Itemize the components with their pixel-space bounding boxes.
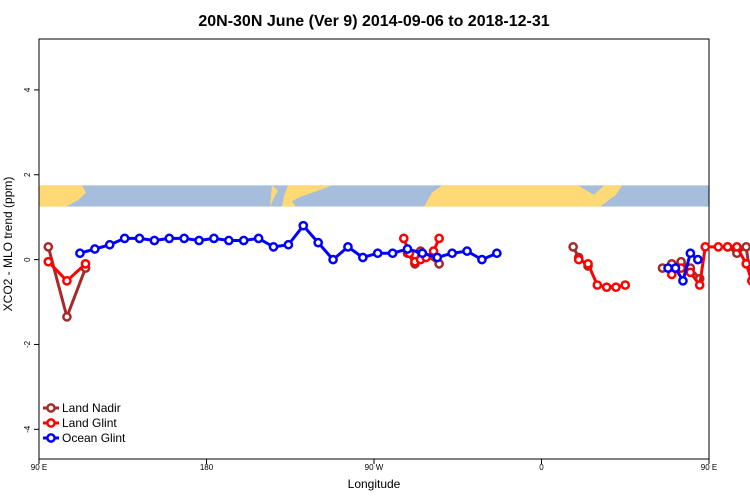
data-point-ocean-glint — [194, 235, 204, 246]
legend-label-land-nadir: Land Nadir — [62, 401, 121, 415]
x-tick-label: 0 — [539, 463, 544, 472]
data-point-ocean-glint — [328, 254, 338, 265]
data-point-ocean-glint — [75, 248, 85, 259]
data-point-land-glint — [583, 258, 593, 269]
series-layer — [43, 220, 750, 322]
data-point-ocean-glint — [209, 233, 219, 244]
series-land-nadir — [43, 242, 750, 322]
data-point-ocean-glint — [670, 263, 681, 273]
map-land-mass-4 — [424, 185, 622, 207]
data-point-ocean-glint — [238, 235, 249, 246]
data-point-land-glint — [62, 275, 72, 286]
data-point-ocean-glint — [134, 233, 145, 244]
map-land-mass-2 — [270, 185, 278, 207]
legend-item-ocean-glint: Ocean Glint — [43, 431, 126, 445]
x-tick-label: 90 W — [365, 463, 384, 472]
data-point-land-glint — [434, 233, 444, 244]
data-point-ocean-glint — [477, 254, 487, 265]
data-point-land-nadir — [741, 242, 750, 252]
legend-marker-land-glint — [46, 418, 56, 428]
data-point-ocean-glint — [372, 248, 383, 259]
data-point-ocean-glint — [298, 220, 309, 231]
x-tick-label: 90 E — [701, 463, 717, 472]
legend-marker-land-nadir — [46, 403, 56, 413]
data-point-land-glint — [700, 242, 711, 252]
map-land-mass-3 — [282, 185, 332, 207]
data-point-land-glint — [722, 242, 733, 252]
data-point-ocean-glint — [89, 244, 100, 254]
series-line-ocean-glint — [79, 224, 423, 262]
map-strip — [39, 185, 709, 207]
data-point-ocean-glint — [685, 248, 696, 259]
data-point-ocean-glint — [104, 239, 115, 250]
data-point-ocean-glint — [447, 248, 458, 259]
x-tick-label: 180 — [200, 463, 214, 472]
data-point-land-glint — [713, 242, 724, 252]
legend-label-ocean-glint: Ocean Glint — [62, 431, 126, 445]
data-point-land-glint — [732, 242, 742, 252]
y-tick-label: 0 — [23, 257, 32, 262]
x-axis: 90 E 180 90 W 0 90 E — [31, 459, 717, 472]
series-ocean-glint — [75, 220, 703, 286]
x-axis-label: Longitude — [348, 477, 401, 491]
data-point-land-glint — [601, 282, 612, 293]
data-point-land-glint — [741, 258, 750, 269]
data-point-ocean-glint — [149, 235, 160, 246]
data-point-ocean-glint — [268, 242, 279, 252]
data-point-ocean-glint — [164, 233, 175, 244]
y-axis: -4 -2 0 2 4 — [23, 87, 39, 433]
x-tick-label: 90 E — [31, 463, 47, 472]
data-point-ocean-glint — [387, 248, 398, 259]
data-point-land-glint — [80, 258, 91, 269]
data-point-ocean-glint — [491, 248, 502, 259]
data-point-land-nadir — [568, 242, 578, 252]
data-point-ocean-glint — [223, 235, 234, 246]
data-point-land-glint — [573, 254, 584, 265]
data-point-ocean-glint — [692, 254, 703, 265]
y-tick-label: 4 — [23, 87, 32, 92]
legend: Land Nadir Land Glint Ocean Glint — [43, 401, 126, 445]
data-point-ocean-glint — [179, 233, 190, 244]
plot-frame — [38, 38, 710, 460]
data-point-land-glint — [43, 256, 54, 267]
data-point-land-glint — [611, 282, 621, 293]
data-point-land-glint — [694, 280, 705, 290]
legend-marker-ocean-glint — [46, 433, 56, 443]
data-point-land-glint — [685, 267, 696, 278]
data-point-ocean-glint — [462, 246, 472, 256]
legend-item-land-glint: Land Glint — [43, 416, 117, 430]
data-point-ocean-glint — [283, 239, 294, 250]
map-land — [39, 185, 622, 207]
data-point-land-glint — [398, 233, 409, 244]
chart-title: 20N-30N June (Ver 9) 2014-09-06 to 2018-… — [198, 13, 549, 30]
data-point-ocean-glint — [663, 263, 673, 273]
y-tick-label: -4 — [23, 425, 32, 433]
data-point-ocean-glint — [432, 252, 443, 263]
data-point-ocean-glint — [343, 242, 353, 252]
data-point-ocean-glint — [417, 248, 428, 259]
data-point-ocean-glint — [253, 233, 264, 244]
map-land-mass-1 — [39, 185, 86, 207]
y-tick-label: -2 — [23, 340, 32, 348]
data-point-land-glint — [592, 280, 603, 290]
data-point-land-nadir — [43, 242, 54, 252]
y-axis-label: XCO2 - MLO trend (ppm) — [1, 177, 15, 312]
data-point-ocean-glint — [357, 252, 368, 263]
data-point-ocean-glint — [678, 275, 688, 286]
data-point-ocean-glint — [313, 237, 324, 248]
legend-label-land-glint: Land Glint — [62, 416, 117, 430]
data-point-ocean-glint — [119, 233, 130, 244]
plot-box — [38, 38, 710, 460]
data-point-land-glint — [620, 280, 631, 290]
legend-item-land-nadir: Land Nadir — [43, 401, 121, 415]
data-point-ocean-glint — [402, 244, 413, 254]
y-tick-label: 2 — [23, 172, 32, 177]
data-point-land-nadir — [62, 312, 72, 322]
